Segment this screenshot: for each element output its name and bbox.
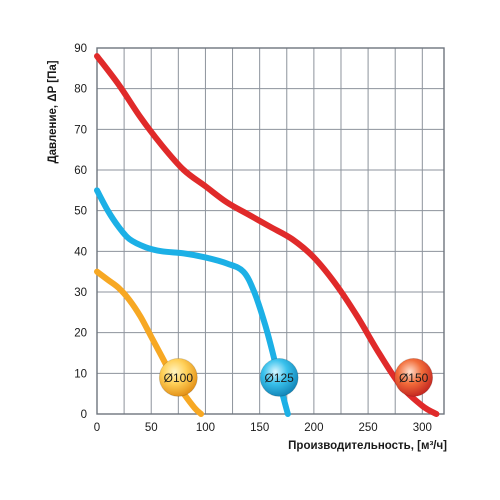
series-badge-150: Ø150 xyxy=(394,357,434,397)
badge-circle xyxy=(259,357,299,397)
badge-circle xyxy=(158,357,198,397)
series-line-100 xyxy=(94,268,205,417)
grid xyxy=(96,47,444,415)
plot-frame xyxy=(96,47,445,415)
x-tick-label: 100 xyxy=(196,422,215,434)
series-lines xyxy=(94,53,440,417)
y-tick-label: 70 xyxy=(74,124,87,136)
x-tick-label: 50 xyxy=(145,422,158,434)
y-tick-label: 80 xyxy=(74,84,87,96)
x-tick-label: 0 xyxy=(94,422,100,434)
y-tick-label: 0 xyxy=(81,409,87,421)
x-tick-label: 200 xyxy=(304,422,323,434)
badge-circle xyxy=(394,357,434,397)
y-tick-label: 20 xyxy=(74,328,87,340)
badge-label: Ø100 xyxy=(164,371,194,385)
y-tick-label: 50 xyxy=(74,206,87,218)
y-tick-label: 10 xyxy=(74,368,87,380)
y-tick-label: 30 xyxy=(74,287,87,299)
series-badge-100: Ø100 xyxy=(158,357,198,397)
x-tick-label: 150 xyxy=(250,422,269,434)
plot-border xyxy=(96,47,445,415)
y-tick-label: 90 xyxy=(74,43,87,55)
badge-label: Ø125 xyxy=(264,371,294,385)
y-tick-label: 60 xyxy=(74,165,87,177)
y-tick-label: 40 xyxy=(74,246,87,258)
series-badge-125: Ø125 xyxy=(259,357,299,397)
y-axis-ticks: 0 10 20 30 40 50 60 70 80 90 xyxy=(74,43,87,421)
badge-label: Ø150 xyxy=(399,371,429,385)
x-axis-title: Производительность, [м³/ч] xyxy=(288,440,447,452)
x-tick-label: 250 xyxy=(359,422,378,434)
x-axis-ticks: 0 50 100 150 200 250 300 xyxy=(94,422,432,434)
series-line-150 xyxy=(94,53,440,417)
y-axis-title: Давление, ΔP [Па] xyxy=(47,60,59,163)
x-tick-label: 300 xyxy=(413,422,432,434)
series-badges: Ø100 Ø125 Ø150 xyxy=(158,357,434,397)
series-line-125 xyxy=(94,187,291,417)
